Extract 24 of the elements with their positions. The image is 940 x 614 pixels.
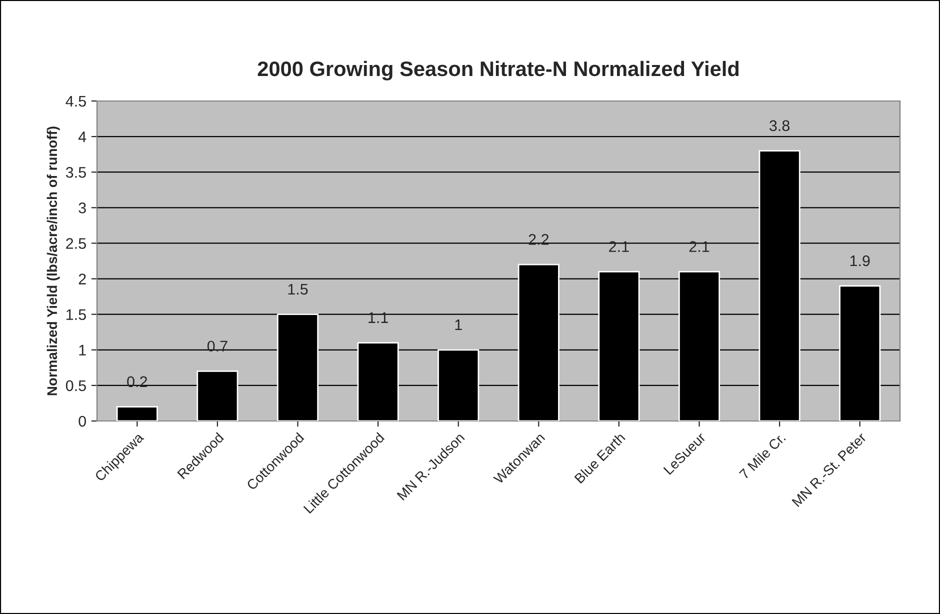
y-axis-title: Normalized Yield (lbs/acre/inch of runoff) [46,126,60,396]
data-label: 3.8 [770,120,790,132]
data-label: 0.2 [127,376,148,388]
data-label: 2.1 [609,241,629,252]
y-tick-label: 1.5 [66,309,86,320]
y-tick-label: 2.5 [66,238,86,249]
data-label: 1.9 [850,255,870,266]
data-label: 0.7 [207,340,228,352]
y-tick-label: 0 [78,416,86,427]
data-label: 1.5 [288,284,308,295]
y-tick-label: 1 [79,344,86,356]
x-tick-label: 7 Mile Cr. [738,432,786,480]
y-tick-label: 4 [78,132,86,142]
data-label: 2.2 [528,234,549,245]
y-tick-label: 3.5 [66,166,86,178]
bar [116,406,158,421]
y-tick-label: 4.5 [66,96,86,107]
data-label: 1.1 [368,312,388,323]
y-tick-label: 3 [78,202,86,214]
y-tick-label: 0.5 [66,380,86,392]
y-tick-label: 2 [78,274,86,284]
data-label: 2.1 [689,241,710,252]
chart-title: 2000 Growing Season Nitrate-N Normalized Yield [258,60,739,80]
data-label: 1 [455,320,462,330]
